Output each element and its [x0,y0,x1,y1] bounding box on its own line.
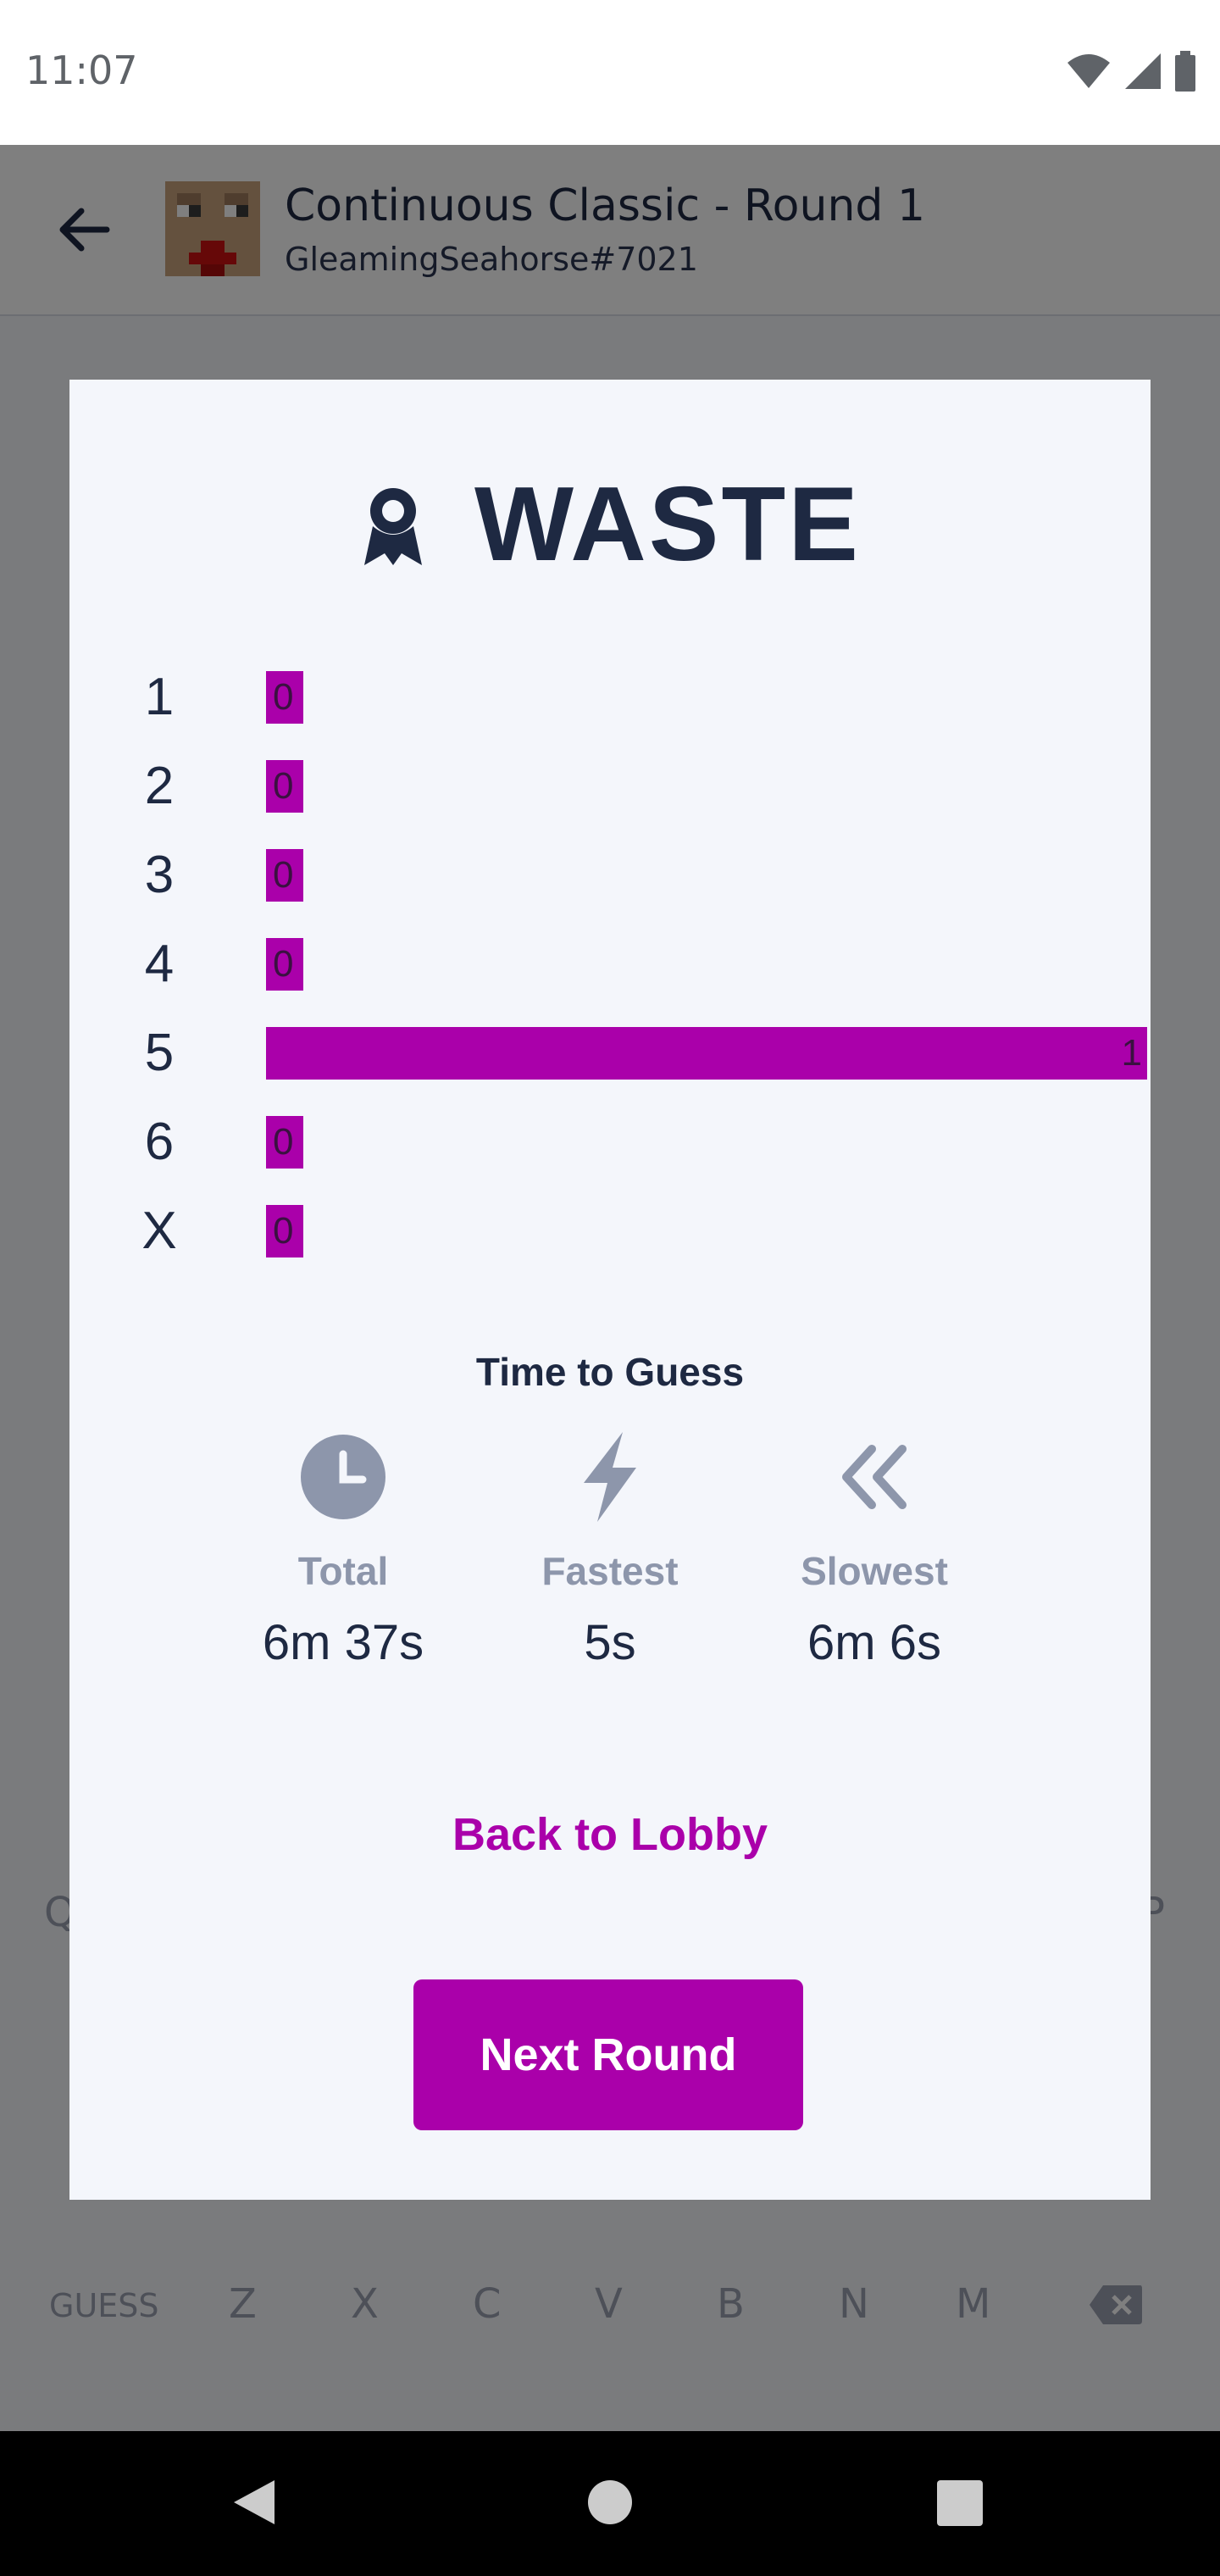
stat-slowest: Slowest 6m 6s [764,1430,984,1671]
distribution-count: 0 [273,1210,294,1252]
modal-header: WASTE [69,464,1151,585]
status-icons [1066,51,1196,92]
distribution-count: 0 [273,1121,294,1163]
distribution-count: 1 [1121,1032,1142,1074]
distribution-label: 5 [144,1024,175,1082]
distribution-count: 0 [273,676,294,718]
stat-total-label: Total [297,1549,389,1593]
stat-fastest: Fastest 5s [500,1430,720,1671]
distribution-bar: 0 [266,849,303,902]
distribution-label: 3 [144,846,175,904]
distribution-bar: 0 [266,671,303,724]
distribution-count: 0 [273,765,294,807]
solution-word: WASTE [474,466,861,583]
wifi-icon [1068,54,1110,88]
distribution-bar: 0 [266,938,303,991]
time-section-title: Time to Guess [475,1350,745,1394]
distribution-label: X [141,1202,177,1260]
distribution-label: 2 [144,757,175,815]
distribution-bar: 0 [266,1205,303,1257]
stat-total: Total 6m 37s [233,1430,453,1671]
nav-home-icon[interactable] [586,2479,634,2526]
battery-icon [1175,51,1195,92]
distribution-count: 0 [273,854,294,896]
nav-back-icon[interactable] [230,2477,278,2528]
chevrons-left-icon [842,1445,907,1509]
distribution-bar: 0 [266,1116,303,1169]
back-to-lobby-link[interactable]: Back to Lobby [452,1809,768,1860]
distribution-count: 0 [273,943,294,985]
lightning-icon [584,1432,636,1522]
distribution-bar: 0 [266,760,303,813]
nav-recents-icon[interactable] [937,2480,983,2526]
clock-icon [301,1435,385,1519]
distribution-label: 1 [144,668,175,726]
distribution-bar: 1 [266,1027,1147,1080]
status-time: 11:07 [25,47,138,93]
system-nav-bar [0,2431,1220,2576]
distribution-label: 6 [144,1113,175,1171]
next-round-button[interactable]: Next Round [413,1979,803,2130]
stat-slowest-label: Slowest [801,1549,948,1593]
stat-total-value: 6m 37s [262,1615,424,1670]
status-bar: 11:07 [0,0,1220,145]
stat-fastest-label: Fastest [541,1549,679,1593]
stat-fastest-value: 5s [584,1615,636,1670]
stat-slowest-value: 6m 6s [807,1615,941,1670]
signal-icon [1125,53,1161,89]
award-ribbon-icon [364,488,423,565]
distribution-label: 4 [144,935,175,993]
